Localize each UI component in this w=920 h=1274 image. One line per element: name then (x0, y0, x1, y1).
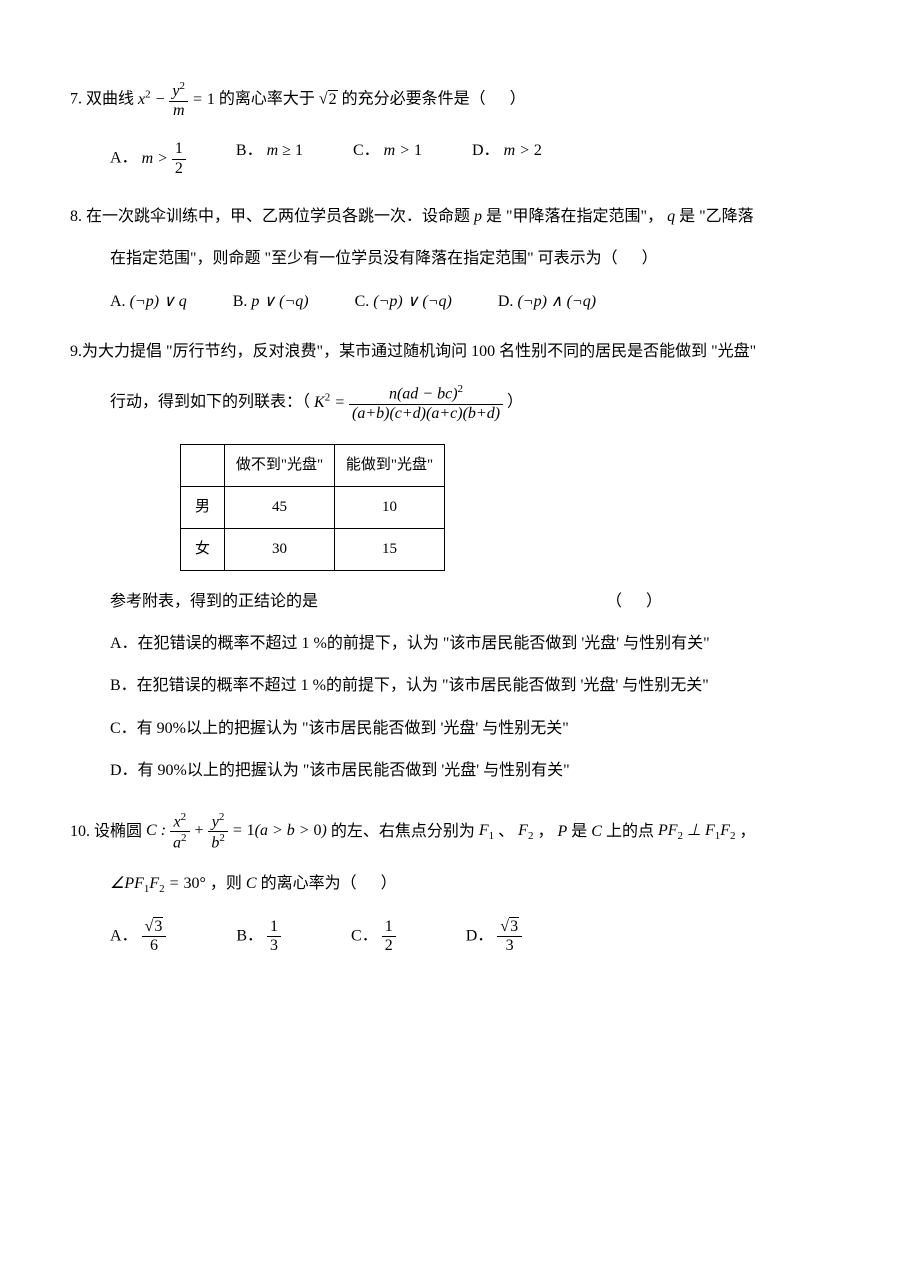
q7-a-label: A． (110, 150, 138, 167)
q7-opt-a: A． m > 12 (110, 140, 186, 178)
q10-F1: F1 (479, 822, 494, 839)
q7-close: ） (510, 91, 526, 108)
q9-opt-c: C．有 90%以上的把握认为 "该市居民能否做到 '光盘' 与性别无关" (70, 718, 850, 740)
q10-a-label: A． (110, 927, 138, 944)
q9-line1: 9.为大力提倡 "厉行节约，反对浪费"，某市通过随机询问 100 名性别不同的居… (70, 341, 850, 363)
q10-perp: PF2 ⊥ F1F2 (658, 822, 736, 839)
q7-options: A． m > 12 B． m ≥ 1 C． m > 1 D． m > 2 (70, 140, 850, 178)
table-r1c2: 15 (335, 528, 445, 570)
q10-text7: 的离心率为（ (261, 875, 357, 892)
q8-c-label: C. (355, 293, 370, 310)
q7-formula: x2 − y2m = 1 (138, 91, 215, 108)
q10-text1: 设椭圆 (94, 822, 142, 839)
q10-opt-a: A． √36 (110, 918, 166, 956)
q8-text4: 在指定范围"，则命题 "至少有一位学员没有降落在指定范围" 可表示为（ (110, 250, 618, 267)
q8-text3: 是 "乙降落 (679, 208, 754, 225)
q9-ref-close: ） (646, 593, 662, 610)
q10-options: A． √36 B． 13 C． 12 D． √33 (70, 918, 850, 956)
q9-close: ） (507, 394, 523, 411)
q9-text1: 为大力提倡 "厉行节约，反对浪费"，某市通过随机询问 100 名性别不同的居民是… (82, 343, 756, 360)
q8-text2: 是 "甲降落在指定范围"， (486, 208, 663, 225)
q10-ellipse: C : x2a2 + y2b2 = 1(a > b > 0) (146, 822, 327, 839)
q10-text5: 上的点 (606, 822, 654, 839)
q8-opt-b: B. p ∨ (¬q) (233, 291, 309, 313)
table-r1c0: 女 (181, 528, 225, 570)
q10-angle: ∠PF1F2 = 30° (110, 875, 206, 892)
q8-options: A. (¬p) ∨ q B. p ∨ (¬q) C. (¬p) ∨ (¬q) D… (70, 291, 850, 313)
q10-opt-d: D． √33 (466, 918, 522, 956)
q7-text2: 的离心率大于 (219, 91, 315, 108)
q7-opt-b: B． m ≥ 1 (236, 140, 303, 178)
q10-d-label: D． (466, 927, 494, 944)
q7-text1: 双曲线 (86, 91, 134, 108)
q9-number: 9. (70, 343, 82, 360)
q7-c-label: C． (353, 142, 380, 159)
table-h1: 做不到"光盘" (225, 444, 335, 486)
q10-F2: F2 (518, 822, 533, 839)
q10-number: 10. (70, 822, 90, 839)
q9-text2: 行动，得到如下的列联表：（ (110, 394, 310, 411)
question-9: 9.为大力提倡 "厉行节约，反对浪费"，某市通过随机询问 100 名性别不同的居… (70, 341, 850, 782)
question-10: 10. 设椭圆 C : x2a2 + y2b2 = 1(a > b > 0) 的… (70, 811, 850, 956)
q7-b-label: B． (236, 142, 263, 159)
q9-opt-b: B．在犯错误的概率不超过 1 %的前提下，认为 "该市居民能否做到 '光盘' 与… (70, 675, 850, 697)
q8-line1: 8. 在一次跳伞训练中，甲、乙两位学员各跳一次．设命题 p 是 "甲降落在指定范… (70, 206, 850, 228)
q9-opt-d: D．有 90%以上的把握认为 "该市居民能否做到 '光盘' 与性别有关" (70, 760, 850, 782)
q8-opt-a: A. (¬p) ∨ q (110, 291, 187, 313)
q10-line1: 10. 设椭圆 C : x2a2 + y2b2 = 1(a > b > 0) 的… (70, 811, 850, 853)
table-h0 (181, 444, 225, 486)
q10-C: C (591, 822, 602, 839)
q10-text6: ，则 (210, 875, 242, 892)
q9-k2: K2 = n(ad − bc)2(a+b)(c+d)(a+c)(b+d) (314, 394, 503, 411)
q7-stem: 7. 双曲线 x2 − y2m = 1 的离心率大于 √2 的充分必要条件是（ … (70, 80, 850, 120)
table-r0c2: 10 (335, 486, 445, 528)
q8-b-label: B. (233, 293, 248, 310)
q8-opt-d: D. (¬p) ∧ (¬q) (498, 291, 596, 313)
q10-sep: 、 (498, 822, 514, 839)
q7-d-label: D． (472, 142, 500, 159)
table-h2: 能做到"光盘" (335, 444, 445, 486)
table-r0c1: 45 (225, 486, 335, 528)
q7-opt-c: C． m > 1 (353, 140, 422, 178)
q10-b-label: B． (236, 927, 263, 944)
q10-opt-c: C． 12 (351, 918, 396, 956)
q8-q: q (667, 208, 675, 225)
q8-opt-c: C. (¬p) ∨ (¬q) (355, 291, 452, 313)
q8-close: ） (642, 250, 658, 267)
q7-opt-d: D． m > 2 (472, 140, 542, 178)
q9-ref-paren: （ (606, 593, 622, 610)
q10-comma: ， (740, 822, 756, 839)
q9-line2: 行动，得到如下的列联表：（ K2 = n(ad − bc)2(a+b)(c+d)… (70, 383, 850, 423)
question-7: 7. 双曲线 x2 − y2m = 1 的离心率大于 √2 的充分必要条件是（ … (70, 80, 850, 178)
q10-text3: ， (537, 822, 553, 839)
q9-opt-a: A．在犯错误的概率不超过 1 %的前提下，认为 "该市居民能否做到 '光盘' 与… (70, 633, 850, 655)
q7-text3: 的充分必要条件是（ (342, 91, 486, 108)
q8-line2: 在指定范围"，则命题 "至少有一位学员没有降落在指定范围" 可表示为（ --- … (70, 248, 850, 270)
table-r0c0: 男 (181, 486, 225, 528)
q10-text2: 的左、右焦点分别为 (331, 822, 475, 839)
question-8: 8. 在一次跳伞训练中，甲、乙两位学员各跳一次．设命题 p 是 "甲降落在指定范… (70, 206, 850, 313)
q10-c-label: C． (351, 927, 378, 944)
q10-P: P (557, 822, 567, 839)
q8-text1: 在一次跳伞训练中，甲、乙两位学员各跳一次．设命题 (86, 208, 470, 225)
q9-ref: 参考附表，得到的正结论的是 (110, 593, 318, 610)
q7-number: 7. (70, 91, 82, 108)
q10-C2: C (246, 875, 257, 892)
q8-d-label: D. (498, 293, 514, 310)
q8-a-label: A. (110, 293, 126, 310)
q8-p: p (474, 208, 482, 225)
q7-sqrt2: √2 (319, 90, 338, 108)
q9-table: 做不到"光盘" 能做到"光盘" 男 45 10 女 30 15 (180, 444, 445, 571)
q10-line2: ∠PF1F2 = 30° ，则 C 的离心率为（ --- ） (70, 873, 850, 898)
q10-close: ） (381, 875, 397, 892)
q8-number: 8. (70, 208, 82, 225)
q9-refline: 参考附表，得到的正结论的是 （ --- ） (70, 591, 850, 613)
q10-opt-b: B． 13 (236, 918, 281, 956)
q10-text4: 是 (571, 822, 587, 839)
table-r1c1: 30 (225, 528, 335, 570)
